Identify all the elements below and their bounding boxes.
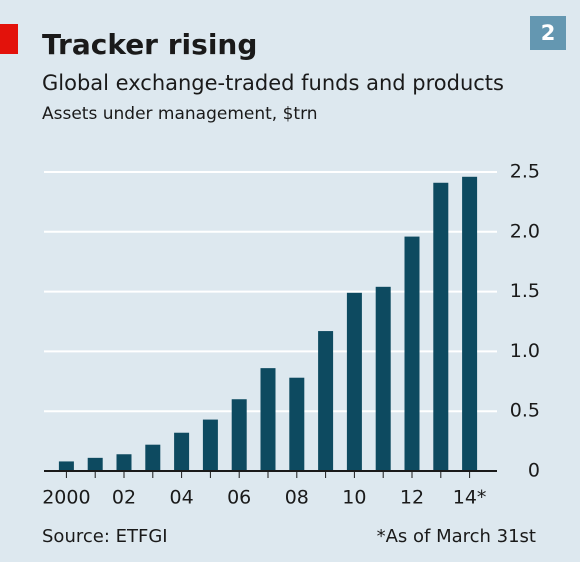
bar xyxy=(87,457,103,471)
x-tick-label: 08 xyxy=(285,487,309,509)
bar xyxy=(174,432,190,471)
y-tick-label: 0 xyxy=(528,460,540,482)
x-tick-label: 2000 xyxy=(42,487,90,509)
x-tick-label: 06 xyxy=(227,487,251,509)
x-tick-label: 10 xyxy=(342,487,366,509)
badge: 2 xyxy=(541,21,556,45)
chart-subtitle: Global exchange-traded funds and product… xyxy=(42,71,504,95)
bar xyxy=(404,236,420,471)
y-tick-label: 2.5 xyxy=(510,161,540,183)
y-tick-label: 1.0 xyxy=(510,340,540,362)
x-tick-label: 14* xyxy=(453,487,487,509)
bar xyxy=(318,331,334,471)
red-tag xyxy=(0,24,18,54)
bar xyxy=(202,419,218,471)
bar xyxy=(260,368,276,471)
chart-title: Tracker rising xyxy=(42,28,257,61)
bar xyxy=(433,182,449,472)
bar xyxy=(231,399,247,471)
badge-box xyxy=(530,16,566,50)
y-tick-label: 1.5 xyxy=(510,280,540,302)
bar xyxy=(375,286,391,471)
y-tick-label: 0.5 xyxy=(510,400,540,422)
bar xyxy=(462,176,478,471)
y-axis-label: Assets under management, $trn xyxy=(42,104,318,124)
bar xyxy=(346,292,362,471)
bar xyxy=(289,377,305,471)
bar xyxy=(58,461,74,471)
x-tick-label: 04 xyxy=(170,487,194,509)
x-tick-label: 12 xyxy=(400,487,424,509)
source: Source: ETFGI xyxy=(42,526,168,547)
x-tick-label: 02 xyxy=(112,487,136,509)
y-tick-label: 2.0 xyxy=(510,220,540,242)
bar xyxy=(116,454,132,471)
bar xyxy=(145,444,161,471)
footnote: *As of March 31st xyxy=(377,526,536,547)
